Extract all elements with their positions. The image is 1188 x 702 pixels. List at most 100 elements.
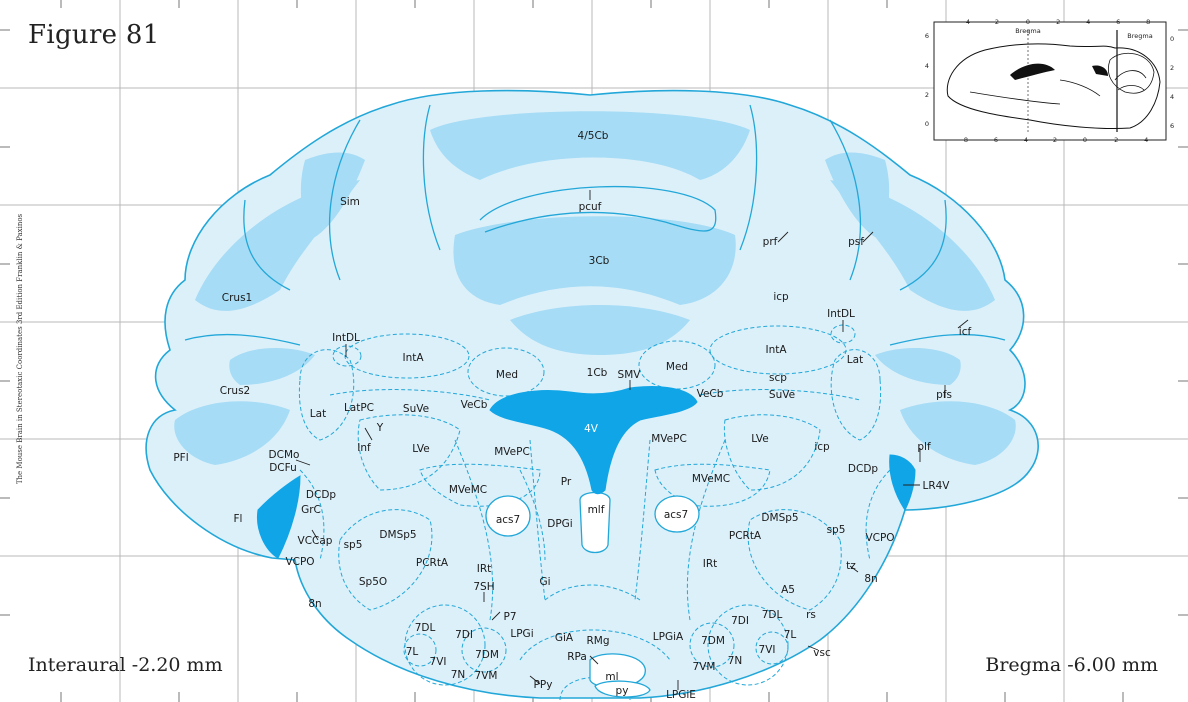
label-psf: psf — [848, 236, 864, 248]
label-inta-left: IntA — [402, 352, 424, 364]
label-pfs: pfs — [936, 389, 952, 401]
label-fl: Fl — [234, 513, 243, 525]
inset-top-tick-4: -2 — [1054, 18, 1060, 26]
label-vccap: VCCap — [298, 535, 333, 547]
label-sp5-right: sp5 — [827, 524, 846, 536]
label-p7: P7 — [503, 611, 516, 623]
side-credit: The Mouse Brain in Stereotaxic Coordinat… — [16, 213, 24, 485]
label-ppy: PPy — [534, 679, 553, 691]
label-lat-right: Lat — [847, 354, 863, 366]
label-4v: 4V — [584, 423, 599, 435]
label-7dm-left: 7DM — [475, 649, 499, 661]
label-dcdp-left: DCDp — [306, 489, 337, 501]
inset-left-tick-1: 6 — [925, 32, 929, 40]
label-rpa: RPa — [567, 651, 587, 663]
sagittal-brain-outline — [946, 43, 1161, 130]
label-ml: ml — [605, 671, 618, 683]
label-8n-left: 8n — [308, 598, 321, 610]
inset-bregma-right: Bregma — [1127, 32, 1152, 40]
inset-right-tick-3: 4 — [1170, 93, 1174, 101]
label-7di-right: 7DI — [731, 615, 749, 627]
inset-left-tick-2: 4 — [925, 62, 929, 70]
label-pfl: PFl — [173, 452, 188, 464]
label-lpgie: LPGiE — [666, 689, 696, 701]
label-inta-right: IntA — [765, 344, 787, 356]
inset-top-tick-5: -4 — [1084, 18, 1090, 26]
label-lve-right: LVe — [751, 433, 769, 445]
label-grc: GrC — [301, 504, 321, 516]
inset-top-tick-6: -6 — [1114, 18, 1120, 26]
inset-bottom-tick-1: 8 — [964, 136, 968, 144]
label-pr: Pr — [561, 476, 572, 488]
inset-ticks: 4 2 0 -2 -4 -6 -8 Bregma Bregma 8 6 4 2 … — [925, 18, 1174, 144]
label-icp-top: icp — [773, 291, 789, 303]
label-7n-right: 7N — [728, 655, 743, 667]
label-mvepc-right: MVePC — [651, 433, 687, 445]
label-mvemc-left: MVeMC — [449, 484, 487, 496]
inset-top-tick-3: 0 — [1026, 18, 1030, 26]
label-sim: Sim — [340, 196, 360, 208]
leader-lines — [295, 190, 969, 690]
label-lpgia: LPGiA — [653, 631, 684, 643]
label-latpc: LatPC — [344, 402, 374, 414]
label-7vm-right: 7VM — [693, 661, 716, 673]
label-pcrta-left: PCRtA — [416, 557, 449, 569]
label-7vi-left: 7VI — [430, 656, 447, 668]
label-vcpo-right: VCPO — [865, 532, 894, 544]
label-7vi-right: 7VI — [759, 644, 776, 656]
label-1cb: 1Cb — [587, 367, 608, 379]
label-7n-left: 7N — [451, 669, 466, 681]
label-crus1: Crus1 — [222, 292, 252, 304]
label-scp: scp — [769, 372, 787, 384]
label-acs7-right: acs7 — [664, 509, 688, 521]
inset-right-tick-4: 6 — [1170, 122, 1174, 130]
label-7l-left: 7L — [406, 646, 419, 658]
label-pcrta-right: PCRtA — [729, 530, 762, 542]
inset-right-tick-1: 0 — [1170, 35, 1174, 43]
label-inf: Inf — [357, 442, 371, 454]
inset-bottom-tick-3: 4 — [1024, 136, 1028, 144]
label-lve-left: LVe — [412, 443, 430, 455]
folia-lines — [184, 104, 1006, 346]
label-acs7-left: acs7 — [496, 514, 520, 526]
label-pcuf: pcuf — [579, 201, 602, 213]
label-plf: plf — [917, 441, 931, 453]
bregma-coordinate: Bregma -6.00 mm — [985, 654, 1158, 676]
label-7vm-left: 7VM — [475, 670, 498, 682]
label-tz: tz — [846, 560, 856, 572]
label-suve-right: SuVe — [769, 389, 795, 401]
label-crus2: Crus2 — [220, 385, 250, 397]
label-suve-left: SuVe — [403, 403, 429, 415]
label-7dl-right: 7DL — [762, 609, 783, 621]
inset-top-tick-2: 2 — [995, 18, 999, 26]
label-prf: prf — [763, 236, 778, 248]
label-dcfu: DCFu — [269, 462, 297, 474]
inset-left-tick-3: 2 — [925, 91, 929, 99]
label-vecb-right: VeCb — [697, 388, 724, 400]
label-sp5-left: sp5 — [344, 539, 363, 551]
label-vecb-left: VeCb — [461, 399, 488, 411]
label-8n-right: 8n — [864, 573, 877, 585]
inset-top-tick-7: -8 — [1144, 18, 1150, 26]
inset-bottom-tick-4: 2 — [1053, 136, 1057, 144]
label-3cb: 3Cb — [589, 255, 610, 267]
label-py: py — [616, 685, 629, 697]
inset-left-tick-4: 0 — [925, 120, 929, 128]
label-dmsp5-left: DMSp5 — [379, 529, 416, 541]
label-gi: Gi — [539, 576, 550, 588]
label-7dl-left: 7DL — [415, 622, 436, 634]
label-4-5cb: 4/5Cb — [578, 130, 609, 142]
label-lpgi: LPGi — [510, 628, 533, 640]
label-7sh: 7SH — [473, 581, 494, 593]
label-med-left: Med — [496, 369, 518, 381]
label-dcmo: DCMo — [269, 449, 300, 461]
label-irt-right: IRt — [703, 558, 718, 570]
inset-right-tick-2: 2 — [1170, 64, 1174, 72]
label-intdl-left: IntDL — [332, 332, 360, 344]
label-a5: A5 — [781, 584, 795, 596]
label-dpgi: DPGi — [547, 518, 572, 530]
interaural-coordinate: Interaural -2.20 mm — [28, 654, 223, 676]
